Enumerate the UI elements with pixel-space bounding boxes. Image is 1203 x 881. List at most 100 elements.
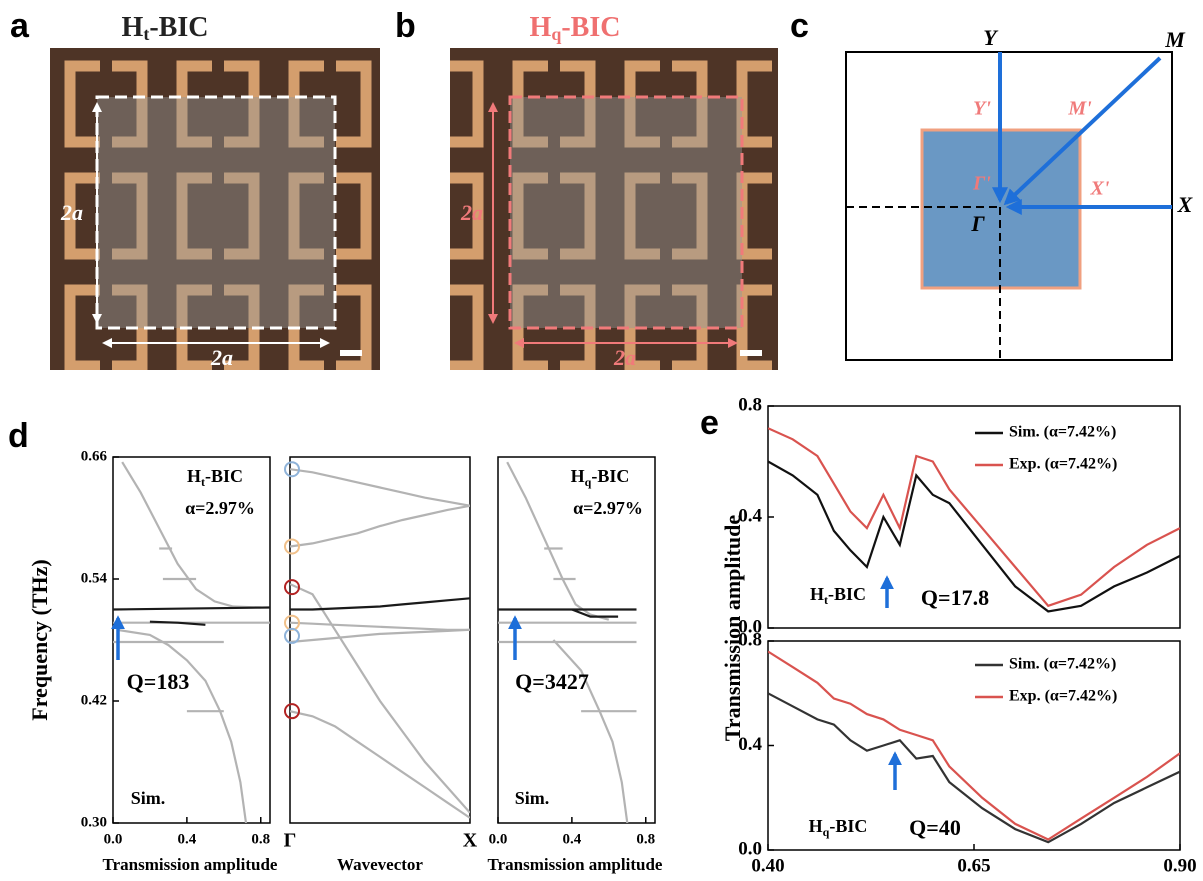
panel-label: b	[395, 7, 416, 45]
title-part: -BIC	[828, 584, 866, 604]
series-line	[290, 710, 470, 819]
x-tick-label: 0.90	[1163, 855, 1196, 876]
x-tick-label: 0.40	[751, 855, 784, 876]
y-axis-label: Frequency (THz)	[27, 559, 52, 721]
point-label: X	[1177, 192, 1194, 217]
y-tick-label: 0.8	[738, 394, 762, 415]
title-part: -BIC	[205, 466, 243, 486]
y-tick-label: 0.0	[738, 838, 762, 859]
y-tick-label: 0.0	[738, 616, 762, 637]
micrograph	[50, 48, 380, 370]
y-tick-label: 0.42	[81, 692, 107, 708]
dimension-label: 2a	[60, 200, 83, 225]
series-line	[768, 692, 1180, 844]
series-line	[290, 504, 470, 548]
annotation: Sim.	[515, 788, 550, 808]
title-part: H	[187, 466, 201, 486]
annotation: α=2.97%	[185, 498, 255, 518]
title-part: H	[530, 12, 552, 43]
panel-title: Hq-BIC	[530, 12, 621, 44]
y-axis-label: Transmission amplitude	[720, 515, 745, 742]
panel-label: e	[700, 404, 719, 442]
x-tick-label: X	[463, 830, 478, 852]
gamma-marker	[284, 461, 300, 478]
annotation: α=2.97%	[573, 498, 643, 518]
legend-label: Sim. (α=7.42%)	[1009, 424, 1116, 441]
title-part: H	[571, 466, 585, 486]
panel-label: d	[8, 417, 29, 455]
plot-area	[768, 427, 1180, 613]
legend-label: Sim. (α=7.42%)	[1009, 656, 1116, 673]
title-part: H	[809, 816, 823, 836]
x-tick-label: 0.65	[957, 855, 990, 876]
gamma-marker	[284, 627, 300, 644]
series-line	[552, 639, 629, 823]
title-part: -BIC	[149, 12, 208, 43]
series-line	[121, 461, 261, 609]
legend-label: Exp. (α=7.42%)	[1009, 456, 1117, 473]
x-tick-label: 0.8	[636, 831, 655, 847]
plot-area	[290, 468, 470, 819]
gamma-marker	[284, 538, 300, 555]
gamma-marker	[284, 579, 300, 596]
x-tick-label: 0.0	[104, 831, 123, 847]
plot-frame	[112, 456, 271, 824]
series-line	[768, 650, 1180, 841]
x-tick-label: Γ	[284, 830, 297, 852]
point-label: Y	[983, 25, 999, 50]
point-label: X'	[1090, 178, 1110, 200]
series-line	[768, 427, 1180, 608]
series-line	[768, 460, 1180, 613]
x-axis-label: Transmission amplitude	[488, 855, 663, 874]
plot-frame	[289, 456, 471, 824]
plot-title: Hq-BIC	[571, 466, 630, 489]
micrograph	[450, 48, 778, 370]
series-line	[290, 597, 470, 611]
series-line	[116, 628, 248, 823]
plot-title: Ht-BIC	[187, 466, 243, 489]
series-line	[290, 621, 470, 631]
series-line	[571, 608, 619, 618]
y-tick-label: 0.54	[81, 570, 108, 586]
title-part: q	[585, 475, 592, 489]
series-line	[149, 620, 206, 626]
title-part: H	[810, 584, 824, 604]
y-tick-label: 0.4	[738, 734, 762, 755]
series-line	[290, 583, 470, 814]
x-tick-label: 0.8	[251, 831, 270, 847]
series-line	[290, 468, 470, 507]
point-label: Γ	[970, 211, 985, 236]
point-label: Γ'	[972, 173, 991, 195]
dimension-label: 2a	[613, 345, 636, 370]
x-axis-label: Transmission amplitude	[103, 855, 278, 874]
point-label: M	[1164, 27, 1186, 52]
series-line	[113, 606, 270, 611]
gamma-marker	[284, 703, 300, 720]
title-part: -BIC	[591, 466, 629, 486]
dimension-label: 2a	[210, 345, 233, 370]
title-part: -BIC	[561, 12, 620, 43]
x-axis-label: Wavevector	[337, 855, 423, 874]
dimension-label: 2a	[460, 200, 483, 225]
panel-label: c	[790, 7, 809, 45]
x-tick-label: 0.0	[489, 831, 508, 847]
y-tick-label: 0.8	[738, 629, 762, 650]
plot-area	[768, 650, 1180, 844]
plot-title: Ht-BIC	[810, 584, 866, 607]
y-tick-label: 0.30	[81, 814, 107, 830]
x-tick-label: 0.4	[178, 831, 197, 847]
annotation: Q=183	[127, 669, 190, 694]
title-part: -BIC	[829, 816, 867, 836]
series-line	[290, 628, 470, 644]
title-part: t	[143, 24, 149, 44]
y-tick-label: 0.4	[738, 505, 762, 526]
legend-label: Exp. (α=7.42%)	[1009, 688, 1117, 705]
point-label: M'	[1067, 98, 1092, 120]
plot-area	[113, 461, 270, 823]
title-part: t	[201, 475, 205, 489]
plot-frame	[497, 456, 656, 824]
annotation: Q=40	[909, 815, 961, 840]
x-tick-label: 0.4	[563, 831, 582, 847]
annotation: Q=3427	[515, 669, 589, 694]
